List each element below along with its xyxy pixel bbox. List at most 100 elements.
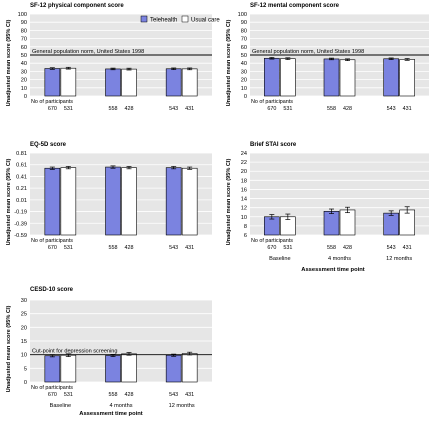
y-tick-label: 20 <box>241 169 247 175</box>
y-tick-label: 22 <box>241 160 247 166</box>
n-telehealth: 558 <box>109 392 118 398</box>
y-tick-label: 0.01 <box>16 198 27 204</box>
y-tick-label: 10 <box>21 86 27 92</box>
y-tick-label: 25 <box>21 312 27 318</box>
x-category-label: 4 months <box>109 403 132 409</box>
n-participants-label: No of participants <box>251 238 293 244</box>
n-telehealth: 670 <box>267 245 276 251</box>
bar-telehealth <box>44 355 61 383</box>
bar-telehealth <box>105 166 121 236</box>
x-axis-label: Assessment time point <box>79 411 143 417</box>
bar-usual-care <box>60 67 77 97</box>
bar-usual-care <box>121 167 137 236</box>
panel-brief-stai: Brief STAI score 6 8 10 12 14 16 18 20 22 24 Unadju… <box>226 142 429 273</box>
chart-title: Brief STAI score <box>250 142 297 148</box>
y-tick-label: 0 <box>24 94 27 100</box>
n-participants-label: No of participants <box>31 238 73 244</box>
y-tick-label: -0.59 <box>14 233 27 239</box>
bar-usual-care <box>181 353 198 383</box>
bar-telehealth <box>165 354 182 383</box>
y-tick-label: 0.61 <box>16 163 27 169</box>
bar-telehealth <box>44 68 61 97</box>
y-tick-label: 6 <box>244 233 247 239</box>
n-telehealth: 670 <box>48 392 57 398</box>
n-telehealth: 670 <box>267 106 276 112</box>
y-tick-label: 80 <box>241 28 247 34</box>
n-telehealth: 543 <box>169 392 178 398</box>
n-telehealth: 558 <box>327 106 336 112</box>
y-tick-label: 20 <box>21 78 27 84</box>
reference-line-label: General population norm, United States 1… <box>32 49 144 55</box>
x-category-label: Baseline <box>269 256 290 262</box>
n-telehealth: 558 <box>109 245 118 251</box>
bar-usual-care <box>60 354 77 383</box>
bar-usual-care <box>60 167 77 236</box>
chart-title: SF-12 mental component score <box>250 3 340 9</box>
n-telehealth: 543 <box>169 106 178 112</box>
y-axis-label: Unadjusted mean score (95% CI) <box>6 306 12 393</box>
x-category-label: 12 months <box>169 403 195 409</box>
legend-label-telehealth: Telehealth <box>150 18 177 24</box>
bar-usual-care <box>280 58 296 97</box>
plot-area <box>30 153 212 235</box>
bar-usual-care <box>181 68 198 97</box>
y-tick-label: 70 <box>241 37 247 43</box>
plot-area <box>250 153 429 235</box>
n-usual-care: 531 <box>283 245 292 251</box>
y-tick-label: 40 <box>21 61 27 67</box>
y-tick-label: 10 <box>21 353 27 359</box>
y-tick-label: 60 <box>241 45 247 51</box>
panel-cesd10: CESD-10 score 0 5 10 15 20 25 30 Unadjusted mean… <box>6 287 212 417</box>
y-tick-label: 100 <box>18 12 27 18</box>
y-axis-label: Unadjusted mean score (95% CI) <box>226 20 232 107</box>
n-usual-care: 531 <box>64 106 73 112</box>
bar-telehealth <box>323 211 340 236</box>
bar-telehealth <box>323 58 340 97</box>
panel-sf12-physical: SF-12 physical component score 0 10 20 30 40 5… <box>6 3 212 112</box>
n-usual-care: 428 <box>343 106 352 112</box>
y-tick-label: 0 <box>24 380 27 386</box>
y-tick-label: -0.19 <box>14 210 27 216</box>
bar-usual-care <box>339 59 356 97</box>
n-usual-care: 531 <box>283 106 292 112</box>
y-tick-label: 60 <box>21 45 27 51</box>
y-tick-label: 30 <box>241 69 247 75</box>
legend-label-usual-care: Usual care <box>191 18 220 24</box>
y-tick-label: 50 <box>241 53 247 59</box>
y-axis-label: Unadjusted mean score (95% CI) <box>6 159 12 246</box>
y-tick-label: 12 <box>241 206 247 212</box>
y-axis-label: Unadjusted mean score (95% CI) <box>6 20 12 107</box>
n-usual-care: 531 <box>64 245 73 251</box>
bar-usual-care <box>399 209 415 236</box>
y-tick-label: 50 <box>21 53 27 59</box>
n-usual-care: 431 <box>185 106 194 112</box>
chart-title: CESD-10 score <box>30 287 74 293</box>
chart-title: SF-12 physical component score <box>30 3 124 9</box>
y-tick-label: 18 <box>241 178 247 184</box>
bar-telehealth <box>105 355 121 383</box>
bar-telehealth <box>165 167 182 236</box>
y-tick-label: 100 <box>238 12 247 18</box>
n-telehealth: 558 <box>327 245 336 251</box>
n-usual-care: 531 <box>64 392 73 398</box>
y-tick-label: 20 <box>21 325 27 331</box>
legend-swatch-usual-care <box>181 15 189 23</box>
y-tick-label: -0.39 <box>14 221 27 227</box>
bar-telehealth <box>44 167 61 236</box>
y-tick-label: 0.21 <box>16 186 27 192</box>
y-tick-label: 30 <box>21 69 27 75</box>
legend: Telehealth Usual care <box>140 15 220 24</box>
y-tick-label: 10 <box>241 86 247 92</box>
n-participants-label: No of participants <box>31 99 73 105</box>
n-participants-label: No of participants <box>251 99 293 105</box>
n-participants-label: No of participants <box>31 385 73 391</box>
n-telehealth: 558 <box>109 106 118 112</box>
y-tick-label: 16 <box>241 187 247 193</box>
bar-usual-care <box>339 209 356 236</box>
bar-telehealth <box>264 57 280 97</box>
y-tick-label: 10 <box>241 215 247 221</box>
bar-telehealth <box>383 212 399 236</box>
x-category-label: 4 months <box>328 256 351 262</box>
